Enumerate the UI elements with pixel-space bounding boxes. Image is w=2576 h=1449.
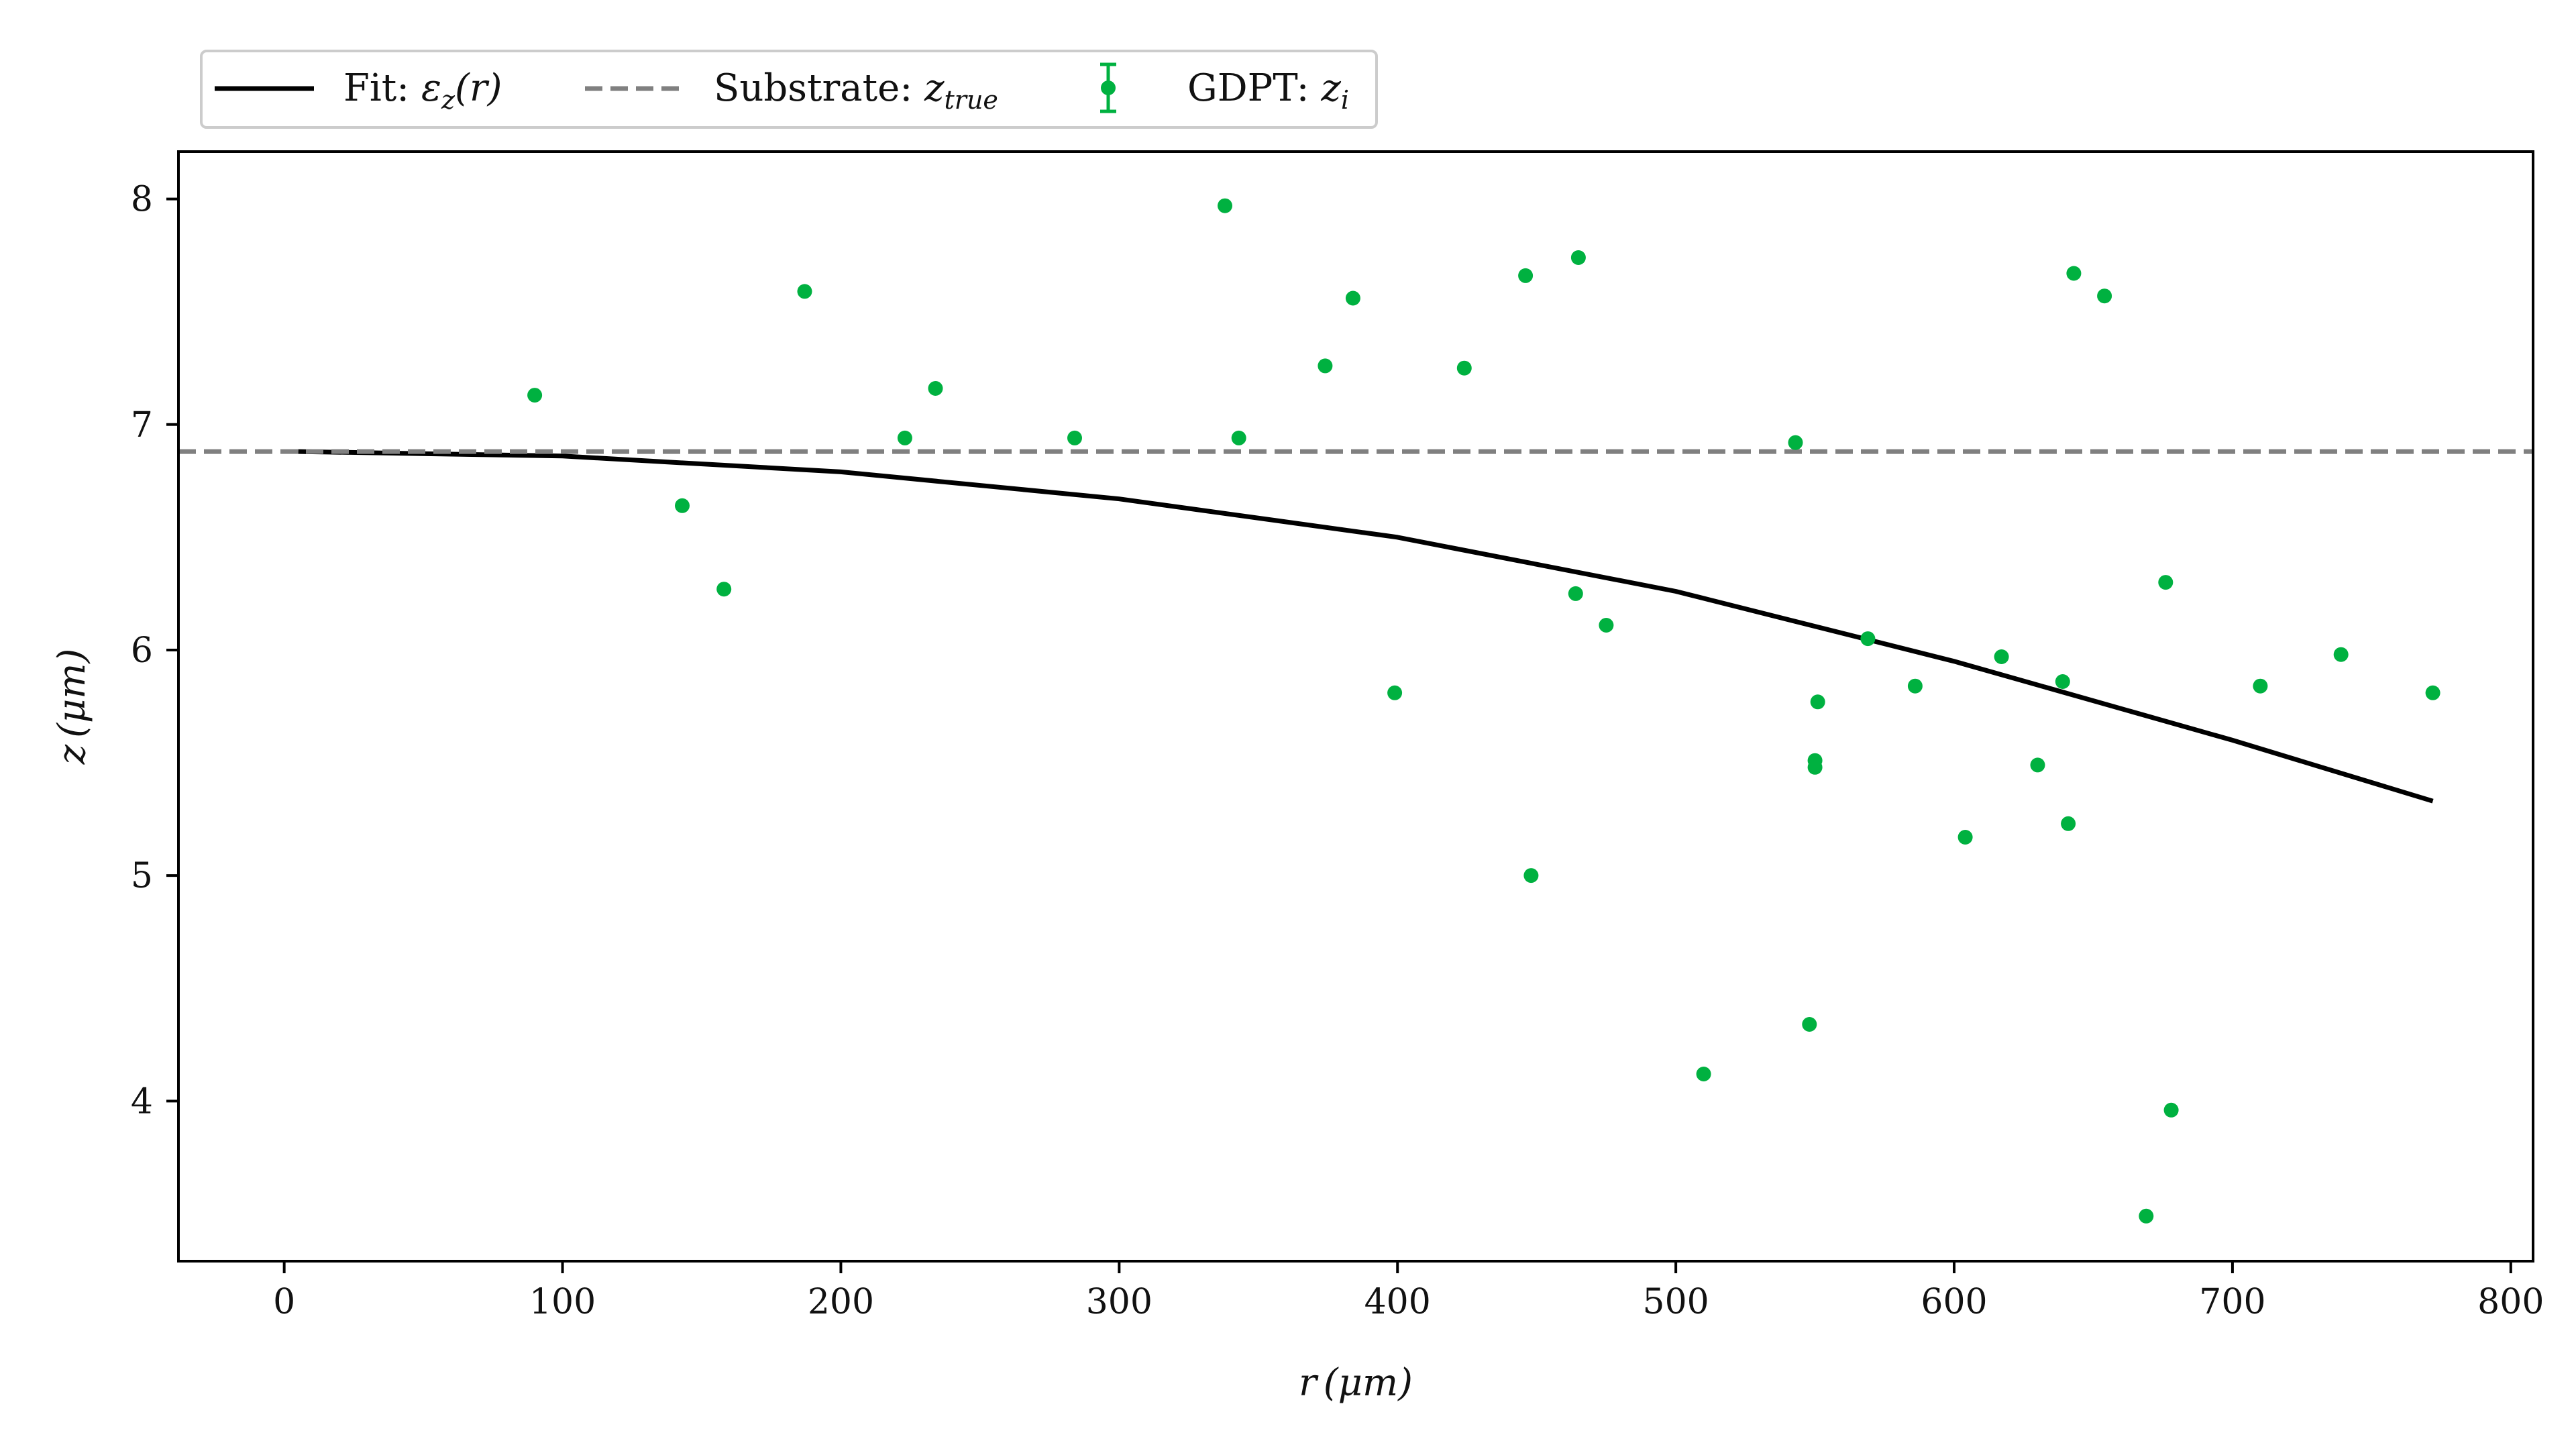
legend-frame [200,50,1378,129]
gdpt-point [1807,759,1823,775]
gdpt-point [1387,685,1403,700]
gdpt-point [2425,685,2440,700]
gdpt-point [527,388,543,403]
y-axis-ticks: 4 5 6 7 8 [131,180,178,1122]
gdpt-point [675,498,690,513]
gdpt-point [1067,430,1082,445]
series-layer [178,198,2533,1224]
gdpt-point [2158,575,2174,590]
gdpt-point [2253,678,2268,694]
gdpt-point [1802,1017,1817,1032]
gdpt-point [1523,868,1539,883]
y-axis-title: z(μm) [50,649,94,765]
x-tick-label: 600 [1921,1282,1987,1322]
gdpt-point [1318,358,1333,374]
gdpt-point [1696,1067,1711,1081]
legend-gdpt-label: GDPT: zi [1187,66,1349,115]
gdpt-point [1907,678,1923,694]
gdpt-point [1345,290,1360,306]
x-axis-ticks: 0 100 200 300 400 500 600 700 800 [273,1261,2544,1322]
gdpt-point [2333,647,2349,662]
y-tick-label: 6 [131,631,153,671]
gdpt-point [1218,198,1232,213]
gdpt-point [1599,618,1614,633]
x-tick-label: 800 [2477,1282,2544,1322]
gdpt-point [2097,288,2112,304]
gdpt-point [2061,816,2076,831]
gdpt-point [2055,674,2070,689]
x-tick-label: 300 [1086,1282,1152,1322]
gdpt-point [1994,649,2009,664]
legend: Fit: εz(r) Substrate: ztrue GDPT: zi [200,50,1378,129]
plot-frame [177,150,2534,1263]
gdpt-point [1570,250,1586,265]
gdpt-point [1231,430,1246,445]
legend-gdpt-swatch [1100,62,1116,113]
gdpt-point [1518,268,1534,283]
x-tick-label: 100 [529,1282,596,1322]
gdpt-point [1810,694,1825,710]
gdpt-point [2030,757,2045,773]
x-tick-label: 400 [1364,1282,1431,1322]
x-tick-label: 0 [273,1282,295,1322]
gdpt-point [2139,1208,2154,1224]
gdpt-point [1957,830,1973,845]
plot-area [178,152,2533,1261]
legend-fit-label: Fit: εz(r) [343,66,502,115]
gdpt-point [928,381,943,396]
x-axis-title: r (μm) [1299,1361,1413,1405]
gdpt-point [897,430,912,445]
y-tick-label: 8 [131,180,153,220]
gdpt-point [716,582,732,597]
x-tick-label: 700 [2199,1282,2265,1322]
gdpt-point [1788,435,1803,450]
x-tick-label: 500 [1642,1282,1709,1322]
y-tick-label: 4 [131,1081,153,1122]
x-tick-label: 200 [808,1282,874,1322]
gdpt-point [797,284,812,299]
legend-substrate-label: Substrate: ztrue [714,66,998,115]
fit-curve [298,449,2434,804]
gdpt-point [1568,586,1583,601]
gdpt-point [1456,360,1472,376]
y-tick-label: 7 [131,405,153,445]
gdpt-point [1860,631,1876,647]
gdpt-point [2066,266,2082,281]
gdpt-point [2163,1102,2179,1118]
y-tick-label: 5 [131,856,153,896]
